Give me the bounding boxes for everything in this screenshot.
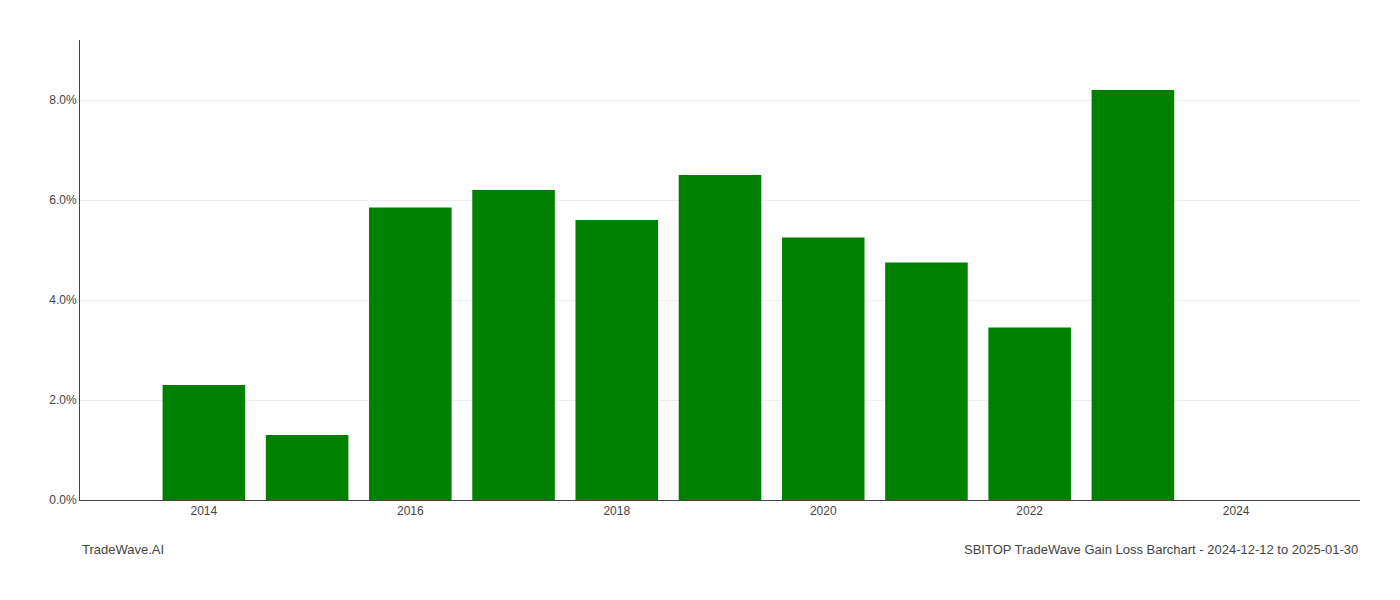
svg-text:2018: 2018 [603, 504, 630, 518]
svg-text:2014: 2014 [191, 504, 218, 518]
svg-text:4.0%: 4.0% [49, 293, 77, 307]
svg-text:SBITOP TradeWave Gain Loss Bar: SBITOP TradeWave Gain Loss Barchart - 20… [964, 542, 1358, 557]
svg-text:2024: 2024 [1223, 504, 1250, 518]
svg-text:6.0%: 6.0% [49, 193, 77, 207]
svg-text:TradeWave.AI: TradeWave.AI [82, 542, 164, 557]
svg-text:8.0%: 8.0% [49, 93, 77, 107]
svg-text:2022: 2022 [1016, 504, 1043, 518]
svg-text:0.0%: 0.0% [49, 493, 77, 507]
svg-text:2.0%: 2.0% [49, 393, 77, 407]
svg-text:2016: 2016 [397, 504, 424, 518]
svg-text:2020: 2020 [810, 504, 837, 518]
